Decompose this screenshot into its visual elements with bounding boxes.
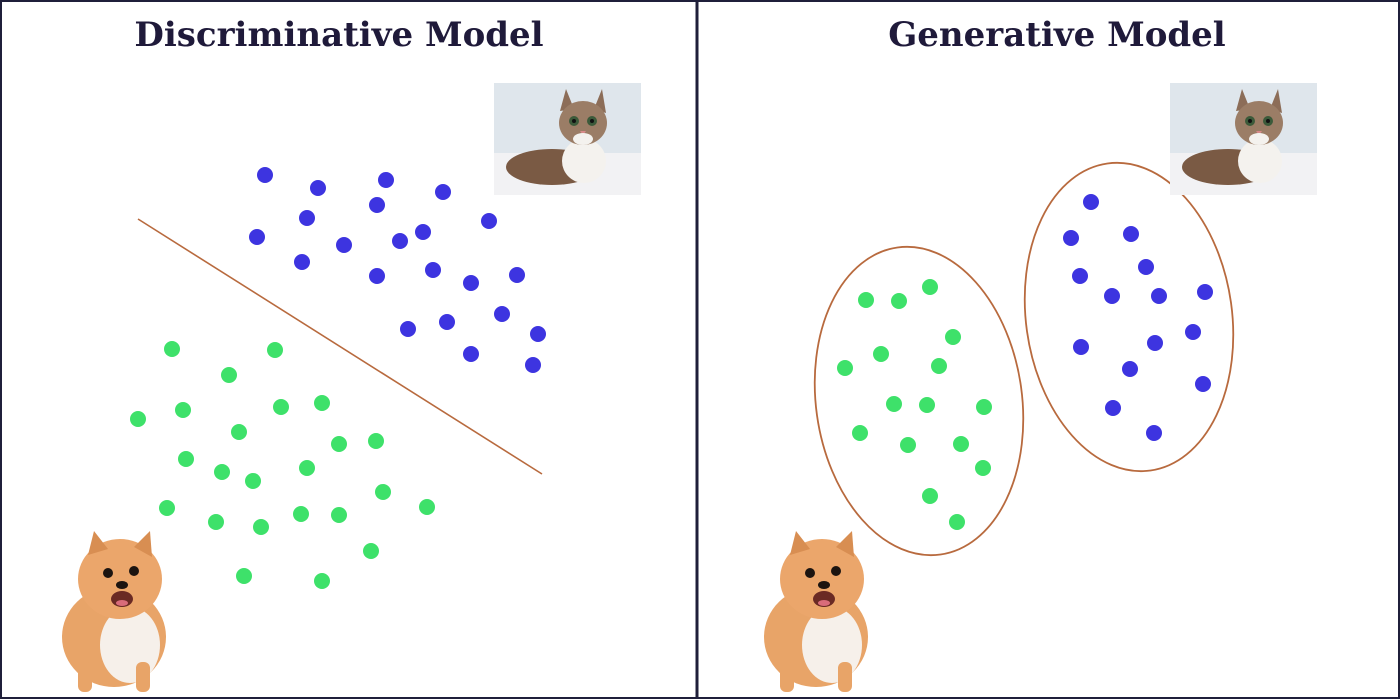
cat-class-point [463, 275, 479, 291]
cat-class-point [400, 321, 416, 337]
dog-class-point [331, 436, 347, 452]
cat-class-point [1123, 226, 1139, 242]
cat-class-point [369, 197, 385, 213]
cat-class-point [530, 326, 546, 342]
cat-class-point [1104, 288, 1120, 304]
dog-class-point [175, 402, 191, 418]
cat-class-point [494, 306, 510, 322]
dog-class-point [852, 425, 868, 441]
dog-class-point [214, 464, 230, 480]
dog-class-point [273, 399, 289, 415]
dog-class-point [130, 411, 146, 427]
dog-class-point [886, 396, 902, 412]
dog-class-point [314, 573, 330, 589]
dog-class-point [891, 293, 907, 309]
dog-class-point [953, 436, 969, 452]
cat-class-point [1138, 259, 1154, 275]
dog-class-point [331, 507, 347, 523]
left-dog-points [130, 341, 435, 589]
dog-class-point [900, 437, 916, 453]
cat-class-point [509, 267, 525, 283]
dog-class-point [164, 341, 180, 357]
dog-class-ellipse [813, 245, 1025, 557]
dog-photo-icon [764, 531, 868, 692]
cat-class-point [1195, 376, 1211, 392]
dog-class-point [976, 399, 992, 415]
left-cat-points [249, 167, 546, 373]
cat-class-point [439, 314, 455, 330]
cat-class-point [369, 268, 385, 284]
cat-class-point [1063, 230, 1079, 246]
cat-class-point [481, 213, 497, 229]
dog-class-point [919, 397, 935, 413]
cat-class-point [299, 210, 315, 226]
cat-class-point [392, 233, 408, 249]
dog-class-point [299, 460, 315, 476]
cat-class-point [257, 167, 273, 183]
dog-class-point [245, 473, 261, 489]
cat-class-point [425, 262, 441, 278]
dog-photo-icon [62, 531, 166, 692]
cat-class-point [1073, 339, 1089, 355]
dog-class-point [363, 543, 379, 559]
dog-class-point [267, 342, 283, 358]
cat-class-point [310, 180, 326, 196]
dog-class-point [873, 346, 889, 362]
dog-class-point [159, 500, 175, 516]
cat-class-point [294, 254, 310, 270]
cat-class-point [1185, 324, 1201, 340]
dog-class-point [221, 367, 237, 383]
dog-class-point [949, 514, 965, 530]
cat-class-point [1105, 400, 1121, 416]
cat-photo-icon [1170, 83, 1317, 195]
cat-class-point [336, 237, 352, 253]
cat-class-point [435, 184, 451, 200]
dog-class-point [253, 519, 269, 535]
cat-class-point [1197, 284, 1213, 300]
cat-class-point [1146, 425, 1162, 441]
dog-class-point [231, 424, 247, 440]
cat-class-point [1083, 194, 1099, 210]
dog-class-point [858, 292, 874, 308]
dog-class-point [931, 358, 947, 374]
dog-class-point [945, 329, 961, 345]
dog-class-point [922, 279, 938, 295]
cat-class-point [415, 224, 431, 240]
dog-class-point [368, 433, 384, 449]
dog-class-point [236, 568, 252, 584]
dog-class-point [922, 488, 938, 504]
decision-boundary-line [137, 218, 543, 475]
cat-class-point [1147, 335, 1163, 351]
dog-class-point [208, 514, 224, 530]
right-dog-points [837, 279, 992, 530]
cat-class-ellipse [1023, 161, 1235, 473]
dog-class-point [419, 499, 435, 515]
dog-class-point [375, 484, 391, 500]
cat-photo-icon [494, 83, 641, 195]
cat-class-point [378, 172, 394, 188]
cat-class-point [525, 357, 541, 373]
cat-class-point [463, 346, 479, 362]
cat-class-point [1122, 361, 1138, 377]
generative-title: Generative Model [888, 15, 1226, 55]
dog-class-point [178, 451, 194, 467]
cat-class-point [249, 229, 265, 245]
dog-class-point [314, 395, 330, 411]
dog-class-point [975, 460, 991, 476]
cat-class-point [1151, 288, 1167, 304]
dog-class-point [837, 360, 853, 376]
discriminative-title: Discriminative Model [134, 15, 543, 55]
cat-class-point [1072, 268, 1088, 284]
right-cat-points [1063, 194, 1213, 441]
dog-class-point [293, 506, 309, 522]
